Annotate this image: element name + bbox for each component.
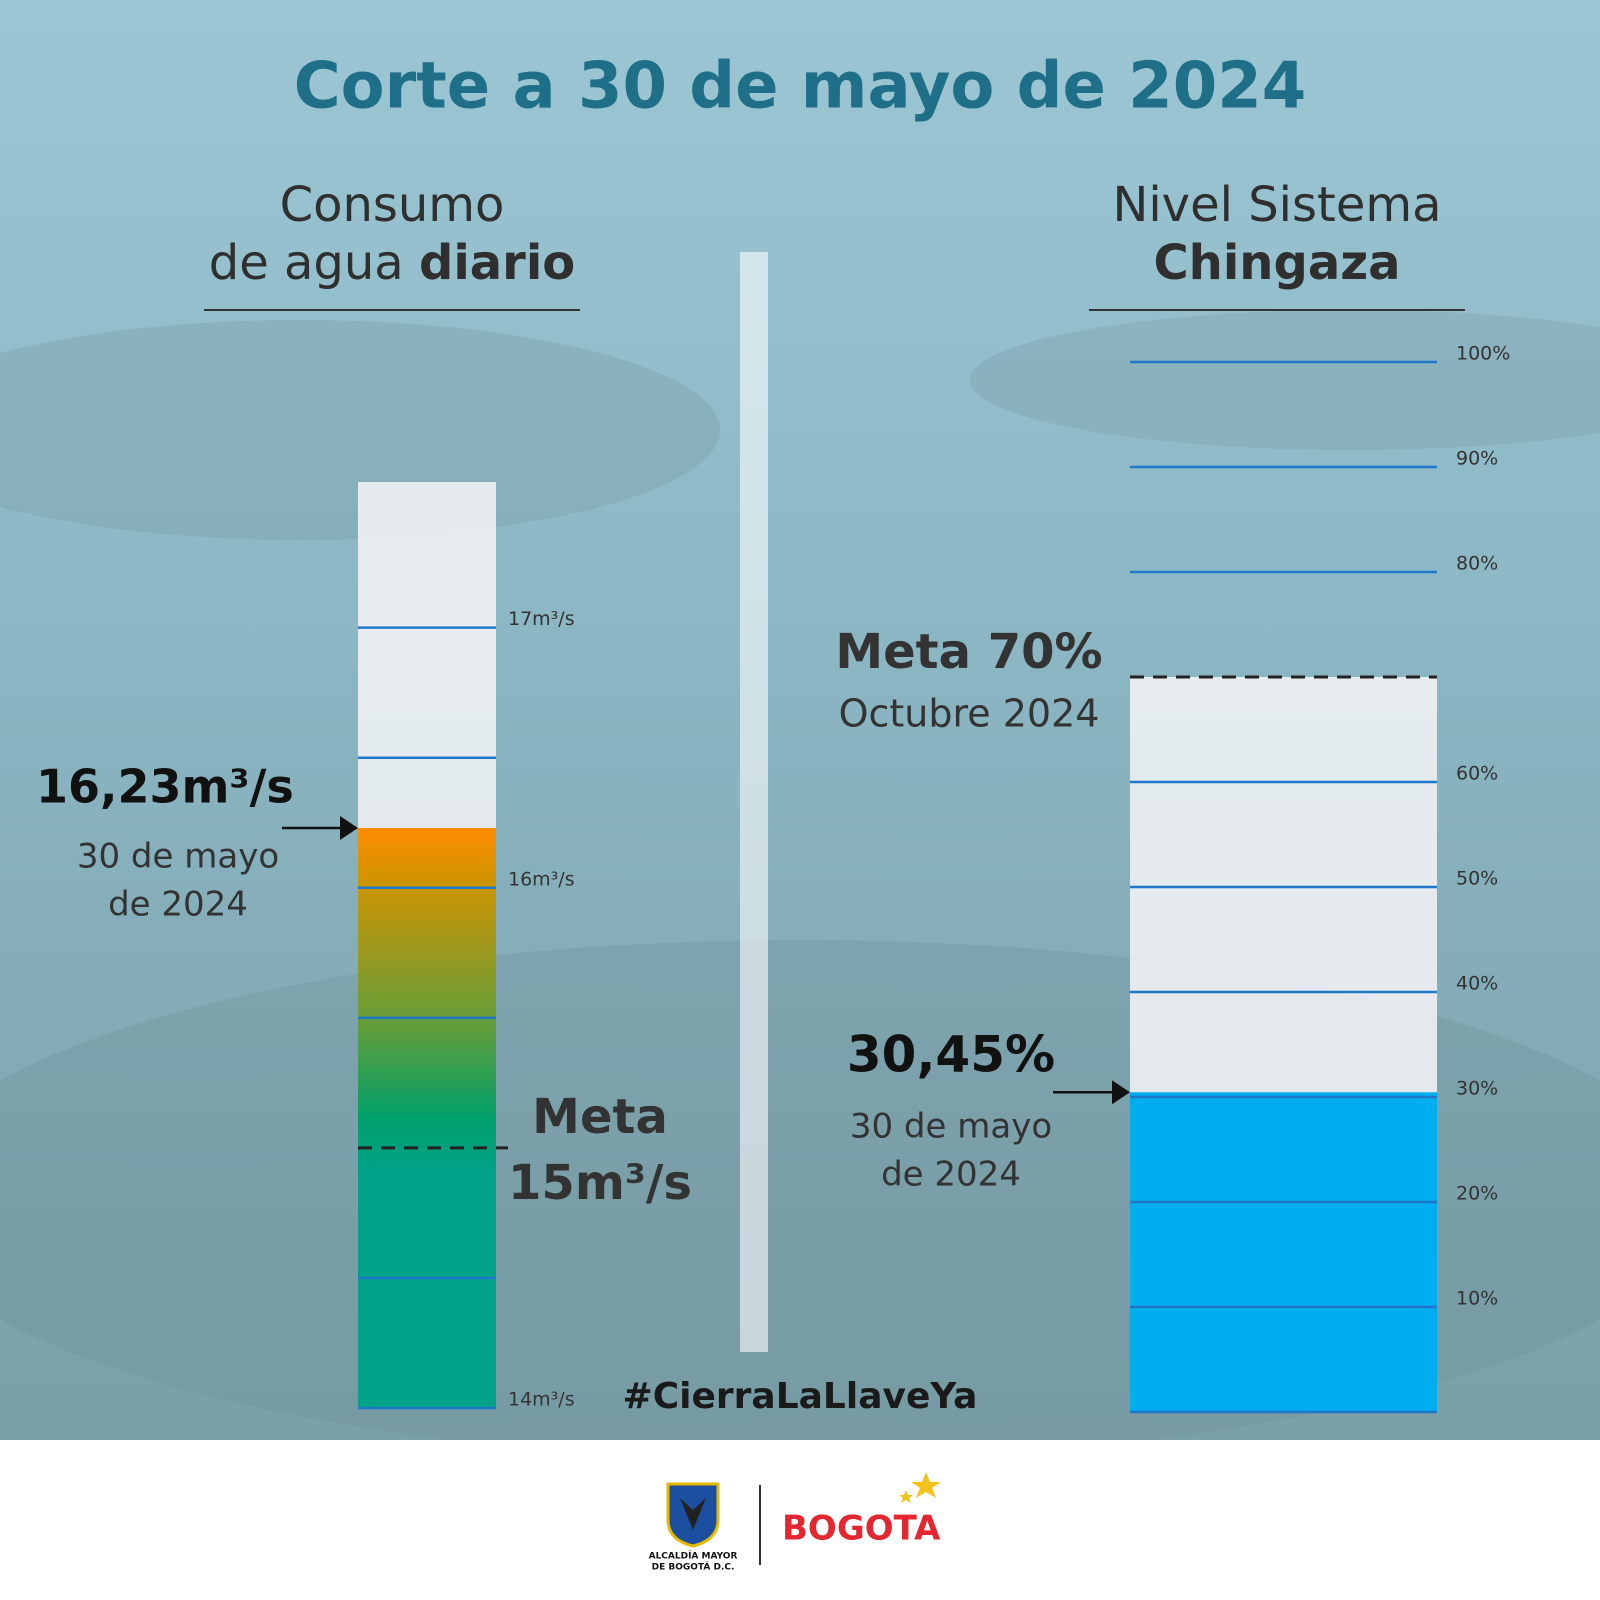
chart-title: Consumo bbox=[280, 177, 505, 233]
target-label: Meta bbox=[532, 1089, 668, 1145]
target-label: Meta 70% bbox=[835, 624, 1102, 680]
logo-star bbox=[899, 1490, 913, 1503]
chart-title: de agua diario bbox=[209, 235, 576, 291]
logo-star bbox=[911, 1472, 941, 1498]
hashtag: #CierraLaLlaveYa bbox=[623, 1376, 978, 1417]
terrain bbox=[0, 320, 720, 540]
tick-label: 60% bbox=[1456, 763, 1498, 785]
chart-title: Nivel Sistema bbox=[1112, 177, 1441, 233]
tick-label: 20% bbox=[1456, 1183, 1498, 1205]
value-annotation: de 2024 bbox=[108, 885, 248, 925]
chart-title-line: Nivel Sistema bbox=[1112, 177, 1441, 233]
tick-label: 80% bbox=[1456, 553, 1498, 575]
chart-title-bold: diario bbox=[419, 235, 575, 291]
footer bbox=[0, 1440, 1600, 1600]
tick-label: 100% bbox=[1456, 343, 1510, 365]
logo-text: ALCALDÍA MAYOR bbox=[649, 1550, 738, 1562]
value-annotation: de 2024 bbox=[881, 1155, 1021, 1195]
chart-title-line: Consumo bbox=[280, 177, 505, 233]
arrow-head bbox=[340, 815, 358, 840]
tick-label: 17m³/s bbox=[508, 608, 575, 630]
value-label: 16,23m³/s bbox=[36, 760, 294, 814]
tick-label: 90% bbox=[1456, 448, 1498, 470]
arrow-head bbox=[1112, 1080, 1130, 1105]
main-title: Corte a 30 de mayo de 2024 bbox=[294, 50, 1307, 124]
tick-label: 40% bbox=[1456, 973, 1498, 995]
value-annotation: 30 de mayo bbox=[850, 1107, 1052, 1147]
tick-label: 10% bbox=[1456, 1288, 1498, 1310]
chart-title-line: de agua bbox=[209, 235, 404, 291]
terrain bbox=[970, 310, 1600, 450]
tick-label: 14m³/s bbox=[508, 1389, 575, 1411]
logo-text: DE BOGOTÁ D.C. bbox=[652, 1561, 735, 1573]
crest-eagle bbox=[680, 1498, 706, 1530]
target-label: Octubre 2024 bbox=[839, 692, 1100, 736]
gauge-fill bbox=[1130, 1092, 1437, 1412]
tick-label: 16m³/s bbox=[508, 868, 575, 890]
value-label: 30,45% bbox=[847, 1026, 1055, 1084]
logo-bogota: BOGOTA bbox=[782, 1509, 941, 1549]
value-annotation: 30 de mayo bbox=[77, 837, 279, 877]
gauge-fill bbox=[358, 827, 496, 1408]
tick-label: 50% bbox=[1456, 868, 1498, 890]
divider bbox=[740, 252, 768, 1352]
tick-label: 30% bbox=[1456, 1078, 1498, 1100]
target-label: 15m³/s bbox=[508, 1155, 692, 1211]
chart-title-bold: Chingaza bbox=[1153, 235, 1400, 291]
